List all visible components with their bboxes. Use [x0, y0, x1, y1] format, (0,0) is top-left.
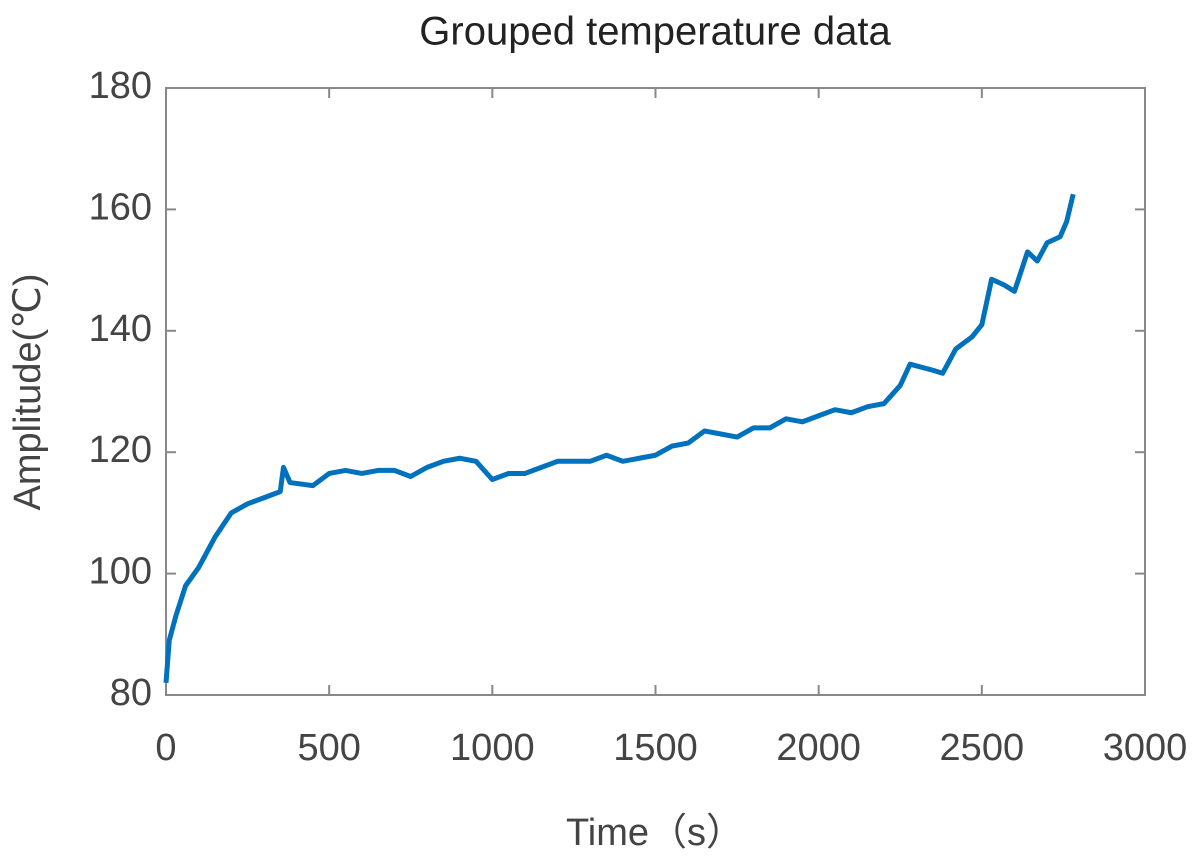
x-tick-label: 2000 — [776, 727, 861, 769]
x-axis-label: Time（s） — [566, 812, 744, 854]
y-tick-label: 160 — [89, 186, 152, 228]
chart-title: Grouped temperature data — [419, 10, 891, 54]
plot-frame — [165, 87, 1146, 696]
x-tick-label: 2500 — [940, 727, 1025, 769]
x-tick-label: 0 — [155, 727, 176, 769]
y-tick-label: 80 — [110, 672, 152, 714]
x-tick-label: 500 — [297, 727, 360, 769]
x-tick-label: 1500 — [613, 727, 698, 769]
y-tick-label: 140 — [89, 308, 152, 350]
y-tick-label: 100 — [89, 551, 152, 593]
y-tick-label: 180 — [89, 65, 152, 107]
data-line — [163, 193, 1076, 684]
y-axis-label: Amplitude(℃) — [7, 274, 49, 511]
x-tick-label: 1000 — [450, 727, 535, 769]
x-tick-label: 3000 — [1103, 727, 1188, 769]
y-tick-label: 120 — [89, 429, 152, 471]
